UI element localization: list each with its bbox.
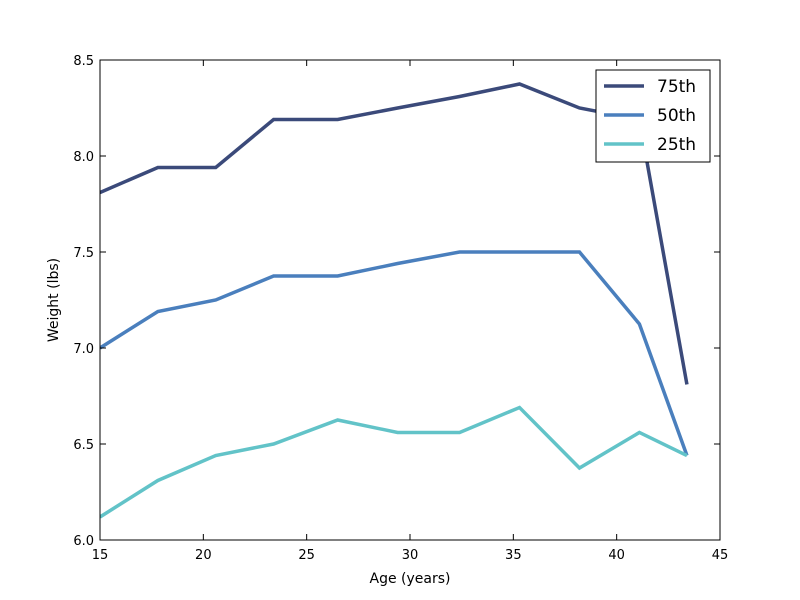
series-line-25th (100, 405, 688, 519)
x-tick-label: 15 (92, 548, 109, 563)
y-tick-label: 7.5 (73, 246, 94, 261)
y-axis-ticks: 6.0 6.5 7.0 7.5 8.0 8.5 (73, 54, 720, 549)
legend-label-75th: 75th (657, 77, 696, 97)
y-tick-label: 7.0 (73, 342, 94, 357)
x-tick-label: 35 (505, 548, 522, 563)
x-axis-ticks: 15 20 25 30 35 40 45 (92, 60, 729, 563)
y-axis-label: Weight (lbs) (46, 258, 62, 342)
legend-label-50th: 50th (657, 106, 696, 126)
y-tick-label: 6.5 (73, 438, 94, 453)
y-tick-label: 6.0 (73, 534, 94, 549)
x-tick-label: 40 (608, 548, 625, 563)
y-tick-label: 8.0 (73, 150, 94, 165)
x-tick-label: 30 (402, 548, 419, 563)
series-line-50th (100, 250, 689, 457)
x-tick-label: 20 (195, 548, 212, 563)
y-tick-label: 8.5 (73, 54, 94, 69)
x-tick-label: 25 (298, 548, 315, 563)
legend-label-25th: 25th (657, 135, 696, 155)
x-axis-label: Age (years) (370, 571, 451, 587)
x-tick-label: 45 (712, 548, 729, 563)
legend: 75th 50th 25th (595, 69, 711, 163)
